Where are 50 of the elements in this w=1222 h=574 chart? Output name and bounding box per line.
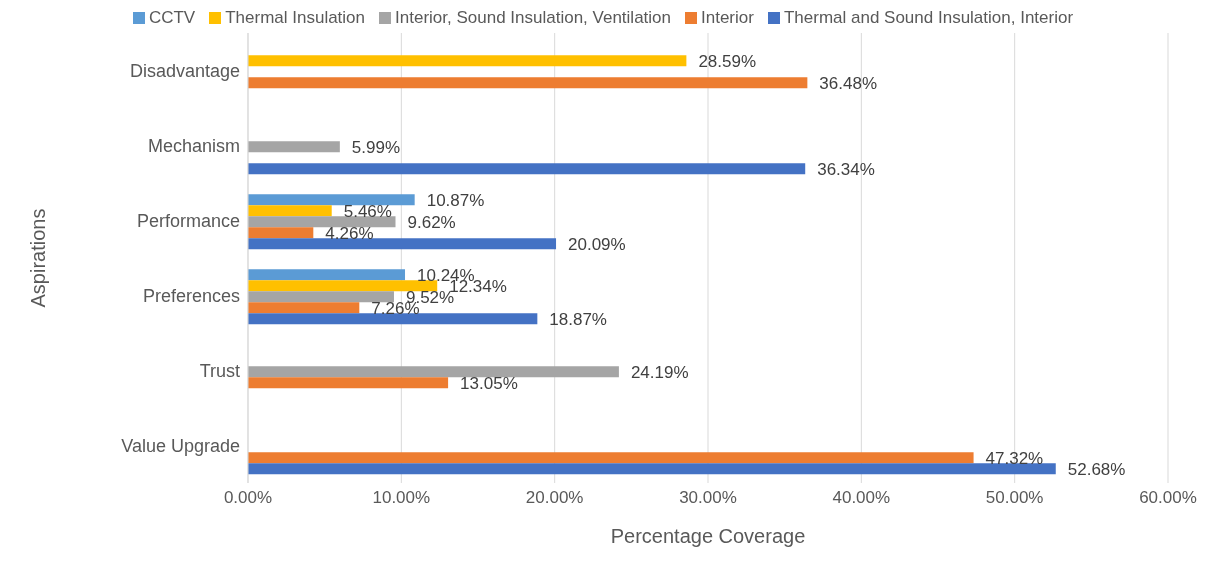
bar [248, 141, 340, 153]
data-label: 52.68% [1067, 460, 1126, 480]
data-label: 9.62% [407, 213, 456, 233]
y-tick-label: Trust [199, 360, 240, 381]
x-axis-title: Percentage Coverage [610, 525, 806, 547]
y-tick-label: Performance [136, 210, 240, 231]
legend-label: Interior [700, 8, 754, 28]
bar [248, 216, 396, 228]
x-tick-label: 60.00% [1139, 488, 1197, 508]
data-label: 5.46% [343, 202, 392, 222]
bar [248, 463, 1056, 475]
data-label: 10.87% [426, 191, 485, 211]
y-tick-label: Mechanism [147, 135, 240, 156]
data-label: 28.59% [698, 52, 757, 72]
x-tick-label: 40.00% [832, 488, 891, 508]
bar [248, 291, 394, 303]
bar [248, 77, 808, 89]
data-label: 13.05% [460, 374, 518, 394]
x-tick-label: 10.00% [372, 488, 431, 508]
data-label: 18.87% [549, 310, 608, 330]
data-label: 36.34% [817, 160, 875, 180]
bar [248, 269, 406, 281]
bar [248, 194, 415, 206]
bar [248, 55, 687, 67]
legend-label: Interior, Sound Insulation, Ventilation [394, 8, 671, 28]
bar [248, 227, 314, 239]
y-tick-label: Value Upgrade [121, 435, 240, 456]
legend-label: Thermal and Sound Insulation, Interior [782, 8, 1074, 28]
bar [248, 452, 974, 464]
bar [248, 366, 619, 378]
data-label: 24.19% [630, 363, 689, 383]
y-tick-label: Preferences [142, 285, 240, 306]
legend-label: Thermal Insulation [224, 8, 366, 28]
data-label: 5.99% [351, 138, 401, 158]
bar [248, 163, 806, 175]
x-tick-label: 30.00% [679, 488, 737, 508]
x-tick-label: 50.00% [985, 488, 1044, 508]
bar [248, 205, 332, 217]
data-label: 36.48% [819, 74, 878, 94]
bar [248, 238, 557, 250]
x-tick-label: 0.00% [223, 488, 273, 508]
legend-label: CCTV [147, 8, 196, 28]
bar [248, 280, 438, 292]
x-tick-label: 20.00% [525, 488, 584, 508]
data-label: 20.09% [568, 235, 626, 255]
y-tick-label: Disadvantage [129, 60, 240, 81]
bar [248, 313, 538, 325]
bar [248, 302, 360, 314]
bar [248, 377, 449, 389]
y-axis-title: Aspirations [27, 208, 50, 308]
